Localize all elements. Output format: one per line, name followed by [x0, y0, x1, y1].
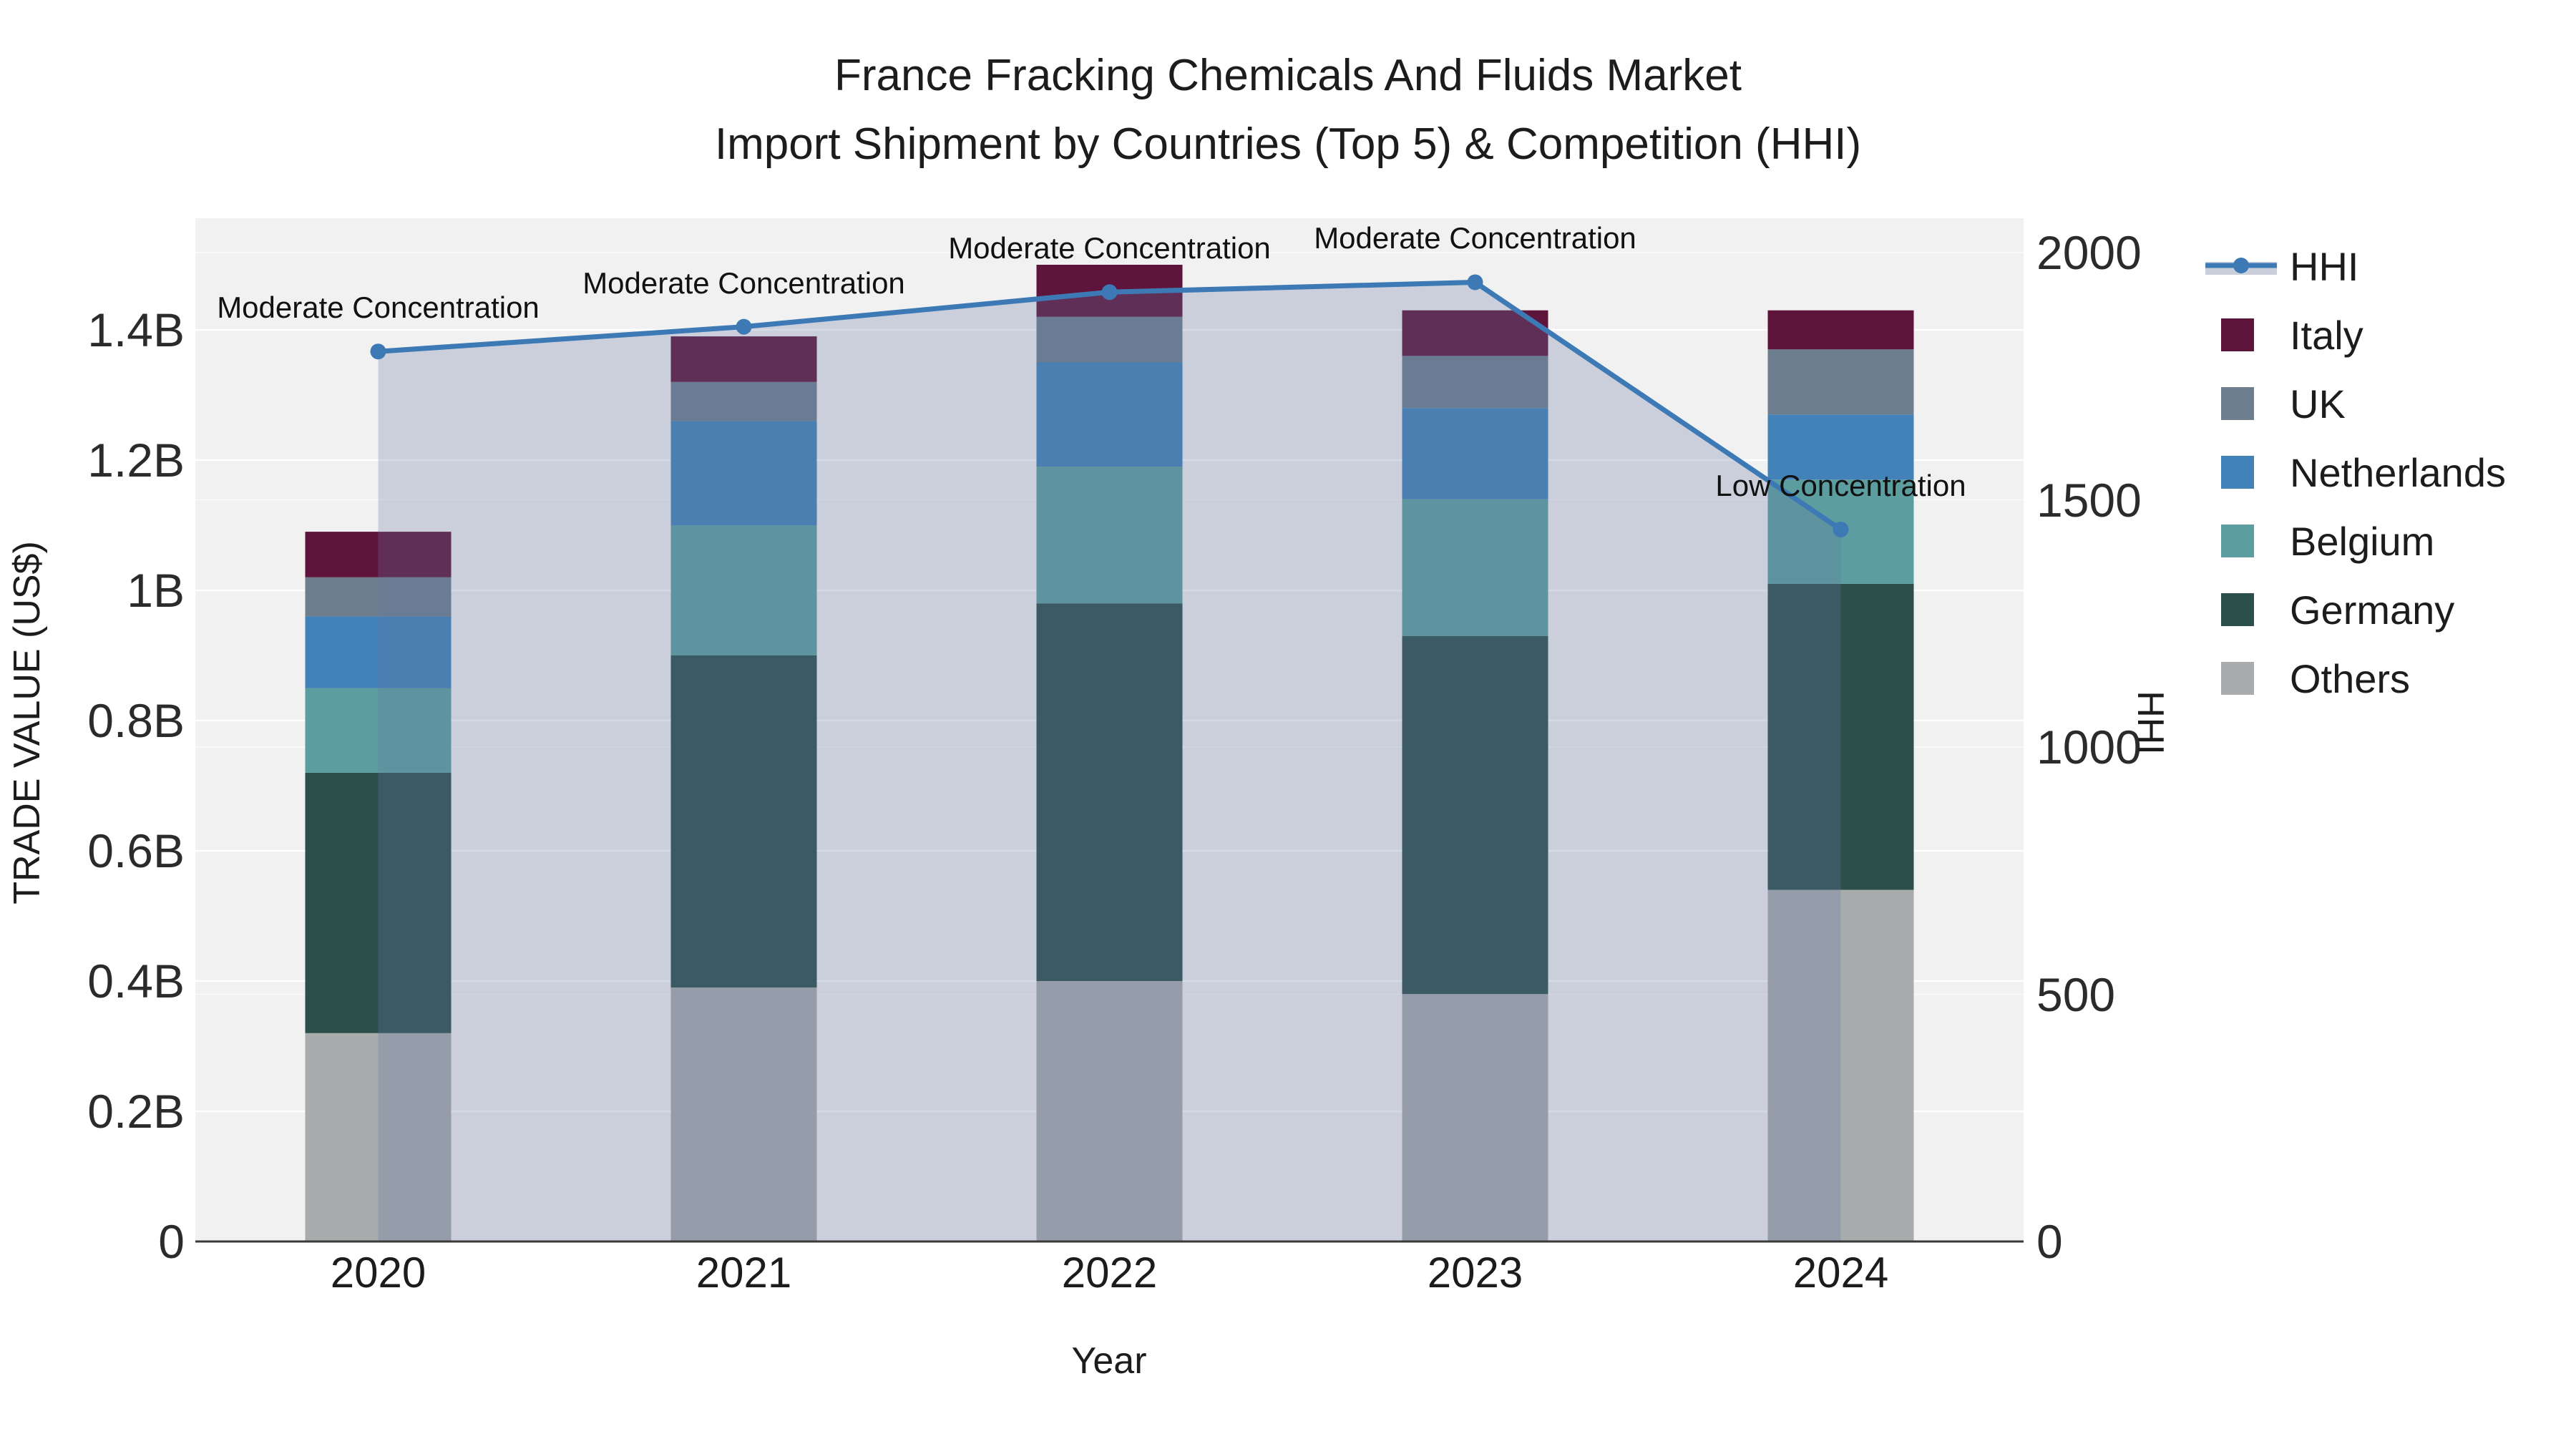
right-axis-title: HHI — [2129, 691, 2171, 755]
bar-segment-belgium-2020[interactable] — [305, 688, 452, 773]
legend-swatch-icon — [2205, 662, 2290, 695]
bar-segment-germany-2020[interactable] — [305, 772, 452, 1033]
right-tick-2000: 2000 — [2036, 226, 2142, 279]
x-tick-2023: 2023 — [1427, 1249, 1523, 1297]
left-tick-0.6B: 0.6B — [87, 824, 185, 877]
chart-title-line2: Import Shipment by Countries (Top 5) & C… — [714, 119, 1862, 169]
legend-label: Italy — [2290, 312, 2363, 358]
legend-color-square — [2221, 318, 2254, 351]
legend-swatch-icon — [2205, 593, 2290, 626]
bar-segment-uk-2022[interactable] — [1036, 316, 1183, 363]
hhi-marker-2022[interactable] — [1101, 284, 1118, 301]
hhi-marker-2021[interactable] — [736, 318, 752, 335]
legend-swatch-icon — [2205, 525, 2290, 557]
chart-title-line1: France Fracking Chemicals And Fluids Mar… — [834, 51, 1742, 100]
bar-segment-netherlands-2022[interactable] — [1036, 362, 1183, 467]
right-tick-500: 500 — [2036, 967, 2116, 1021]
left-tick-1.2B: 1.2B — [87, 434, 185, 487]
bar-segment-netherlands-2023[interactable] — [1402, 408, 1548, 499]
hhi-area-fill — [378, 282, 1841, 1242]
legend-color-square — [2221, 662, 2254, 695]
annotation-2021: Moderate Concentration — [582, 265, 905, 300]
legend-color-square — [2221, 525, 2254, 557]
hhi-marker-2024[interactable] — [1833, 521, 1849, 537]
annotation-2024: Low Concentration — [1715, 468, 1966, 502]
bar-segment-others-2023[interactable] — [1402, 994, 1548, 1241]
annotation-2020: Moderate Concentration — [217, 291, 540, 325]
bar-segment-others-2024[interactable] — [1767, 889, 1914, 1241]
x-tick-2021: 2021 — [696, 1249, 792, 1297]
bar-segment-belgium-2022[interactable] — [1036, 467, 1183, 604]
legend: HHI Italy UK Netherlands Belgium Germany Other… — [2205, 232, 2506, 713]
legend-color-square — [2221, 593, 2254, 626]
legend-label: Others — [2290, 655, 2411, 701]
bar-segment-netherlands-2021[interactable] — [670, 421, 817, 525]
left-tick-1.4B: 1.4B — [87, 303, 185, 356]
x-tick-2022: 2022 — [1061, 1249, 1158, 1297]
hhi-marker-2023[interactable] — [1467, 274, 1483, 291]
legend-label: UK — [2290, 381, 2346, 426]
bar-segment-netherlands-2020[interactable] — [305, 616, 452, 688]
legend-label: Belgium — [2290, 518, 2435, 564]
bar-segment-others-2020[interactable] — [305, 1033, 452, 1241]
bar-segment-uk-2020[interactable] — [305, 577, 452, 617]
left-tick-0.4B: 0.4B — [87, 955, 185, 1008]
bar-segment-netherlands-2024[interactable] — [1767, 414, 1914, 480]
legend-item-belgium[interactable]: Belgium — [2205, 507, 2506, 575]
legend-item-italy[interactable]: Italy — [2205, 301, 2506, 369]
legend-label: Netherlands — [2290, 449, 2506, 495]
legend-label: HHI — [2290, 243, 2359, 289]
bar-segment-others-2021[interactable] — [670, 987, 817, 1241]
legend-item-others[interactable]: Others — [2205, 644, 2506, 713]
bar-segment-uk-2024[interactable] — [1767, 349, 1914, 415]
annotation-2023: Moderate Concentration — [1314, 221, 1636, 255]
bar-segment-uk-2023[interactable] — [1402, 356, 1548, 409]
legend-swatch-icon — [2205, 318, 2290, 351]
bar-segment-germany-2024[interactable] — [1767, 583, 1914, 890]
legend-swatch-icon — [2205, 387, 2290, 420]
legend-color-square — [2221, 456, 2254, 489]
bar-segment-belgium-2021[interactable] — [670, 525, 817, 655]
bar-segment-uk-2021[interactable] — [670, 381, 817, 421]
hhi-line-swatch-icon — [2205, 250, 2290, 282]
left-axis-title: TRADE VALUE (US$) — [6, 541, 48, 904]
legend-swatch-icon — [2205, 456, 2290, 489]
x-tick-2020: 2020 — [330, 1249, 426, 1297]
bar-segment-italy-2021[interactable] — [670, 336, 817, 382]
right-tick-1500: 1500 — [2036, 473, 2142, 527]
annotation-2022: Moderate Concentration — [948, 231, 1271, 265]
left-tick-0: 0 — [158, 1215, 185, 1268]
legend-item-netherlands[interactable]: Netherlands — [2205, 438, 2506, 507]
legend-item-hhi[interactable]: HHI — [2205, 232, 2506, 301]
legend-item-uk[interactable]: UK — [2205, 369, 2506, 438]
x-tick-2024: 2024 — [1792, 1249, 1889, 1297]
right-tick-1000: 1000 — [2036, 721, 2142, 774]
legend-label: Germany — [2290, 587, 2455, 633]
bar-segment-belgium-2023[interactable] — [1402, 499, 1548, 636]
legend-color-square — [2221, 387, 2254, 420]
bar-segment-italy-2024[interactable] — [1767, 310, 1914, 350]
chart-title: France Fracking Chemicals And Fluids Mar… — [715, 42, 1861, 179]
left-tick-1B: 1B — [127, 564, 185, 617]
x-axis-title: Year — [1071, 1340, 1147, 1382]
right-tick-0: 0 — [2036, 1215, 2063, 1268]
bar-segment-italy-2020[interactable] — [305, 532, 452, 577]
left-tick-0.2B: 0.2B — [87, 1085, 185, 1138]
legend-item-germany[interactable]: Germany — [2205, 575, 2506, 644]
bar-segment-others-2022[interactable] — [1036, 981, 1183, 1241]
hhi-marker-2020[interactable] — [370, 343, 386, 360]
bar-segment-germany-2021[interactable] — [670, 655, 817, 988]
hhi-legend-symbol — [2205, 258, 2277, 275]
left-tick-0.8B: 0.8B — [87, 694, 185, 747]
bar-segment-germany-2022[interactable] — [1036, 603, 1183, 981]
bar-segment-germany-2023[interactable] — [1402, 635, 1548, 995]
